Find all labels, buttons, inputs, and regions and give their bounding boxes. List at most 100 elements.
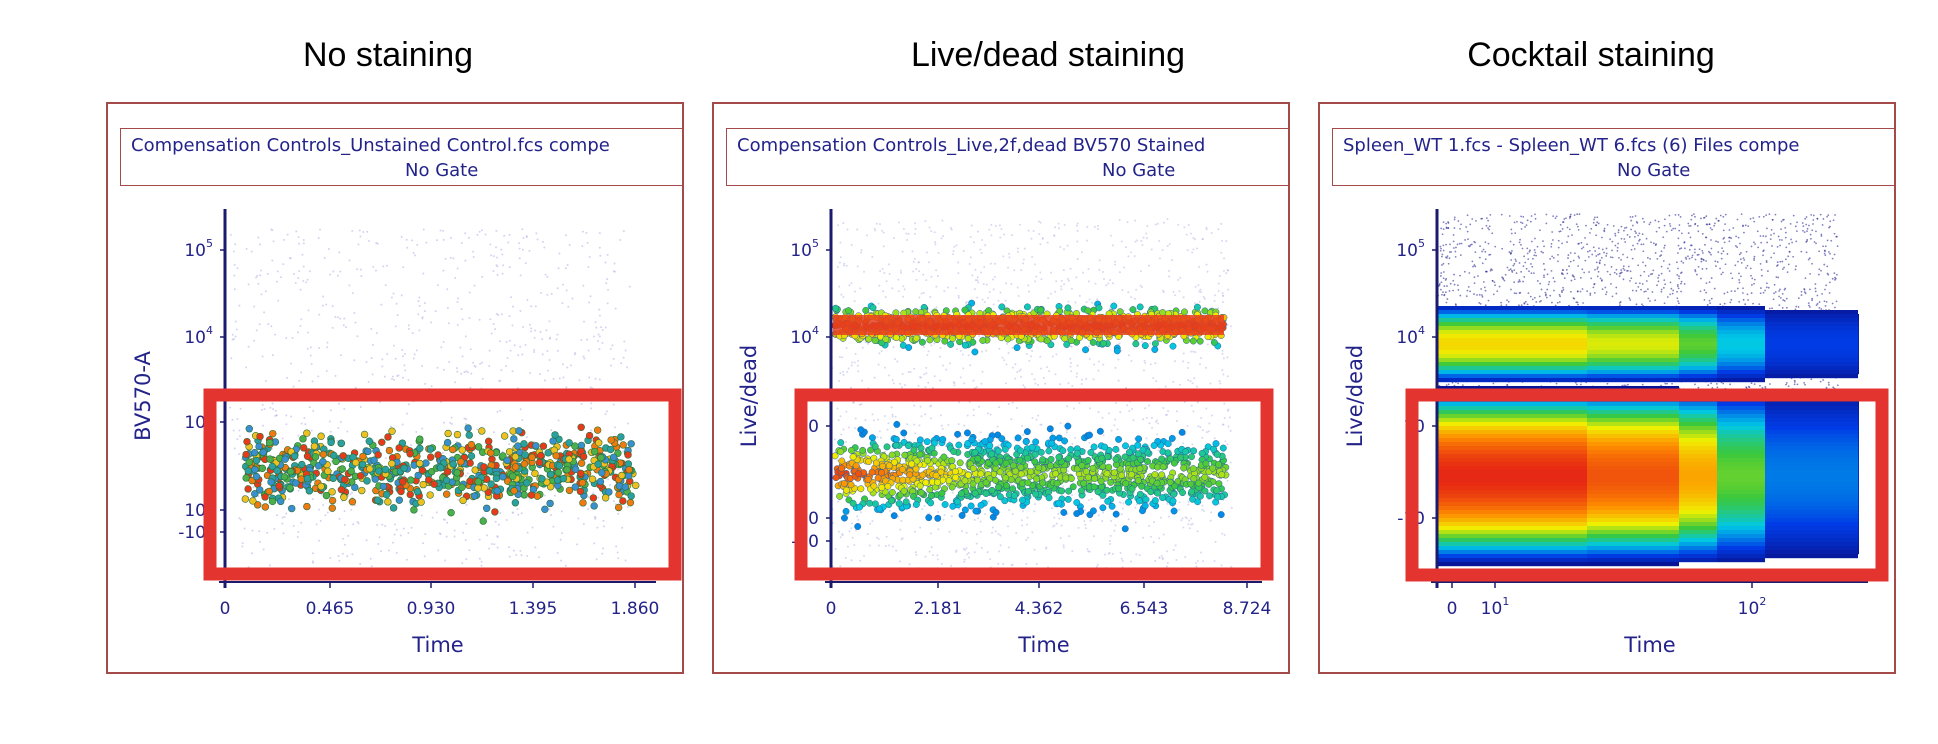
event-point bbox=[918, 296, 921, 299]
event-point bbox=[310, 429, 313, 432]
event-point bbox=[356, 521, 359, 524]
event-point bbox=[952, 253, 955, 256]
event-point bbox=[561, 302, 564, 305]
event-point bbox=[351, 553, 354, 556]
event-point bbox=[241, 495, 250, 503]
event-point bbox=[860, 249, 863, 252]
event-point bbox=[1014, 434, 1022, 442]
event-point bbox=[1229, 325, 1232, 328]
event-point bbox=[1069, 357, 1072, 360]
event-point bbox=[565, 439, 573, 447]
event-point bbox=[440, 346, 443, 349]
event-point bbox=[334, 374, 337, 377]
event-point bbox=[935, 306, 938, 309]
event-point bbox=[940, 453, 948, 461]
event-point bbox=[978, 439, 981, 442]
event-point bbox=[880, 350, 883, 353]
event-point bbox=[531, 469, 539, 478]
event-point bbox=[416, 435, 424, 443]
event-point bbox=[912, 270, 915, 273]
event-point bbox=[1054, 290, 1057, 293]
event-point bbox=[929, 405, 932, 408]
event-point bbox=[1101, 271, 1104, 274]
event-point bbox=[461, 318, 464, 321]
event-point bbox=[588, 301, 591, 304]
event-point bbox=[490, 542, 493, 545]
event-point bbox=[1208, 422, 1211, 425]
event-point bbox=[1030, 237, 1033, 240]
event-point bbox=[375, 467, 383, 475]
event-point bbox=[362, 230, 365, 233]
event-point bbox=[1046, 366, 1049, 369]
event-point bbox=[1168, 275, 1171, 278]
event-point bbox=[1007, 403, 1010, 406]
event-point bbox=[348, 498, 357, 506]
event-point bbox=[1164, 385, 1167, 388]
event-point bbox=[499, 511, 502, 514]
event-point bbox=[412, 252, 415, 255]
event-point bbox=[1186, 249, 1189, 252]
event-point bbox=[460, 372, 463, 375]
event-point bbox=[1025, 523, 1028, 526]
event-point bbox=[453, 469, 461, 477]
event-point bbox=[436, 366, 439, 369]
event-point bbox=[891, 287, 894, 290]
event-point bbox=[1062, 474, 1070, 482]
event-point bbox=[999, 291, 1002, 294]
event-point bbox=[556, 551, 559, 554]
event-point bbox=[1086, 431, 1093, 439]
event-point bbox=[342, 324, 345, 327]
event-point bbox=[945, 368, 948, 371]
event-point bbox=[1230, 565, 1233, 568]
event-point bbox=[1177, 223, 1180, 226]
event-point bbox=[834, 547, 837, 550]
event-point bbox=[613, 426, 616, 429]
event-point bbox=[401, 348, 404, 351]
event-point bbox=[354, 321, 357, 324]
event-point bbox=[1161, 249, 1164, 252]
event-point bbox=[1187, 224, 1190, 227]
event-point bbox=[530, 327, 533, 330]
event-point bbox=[1183, 226, 1186, 229]
event-point bbox=[238, 435, 241, 438]
event-point bbox=[258, 243, 261, 246]
event-point bbox=[401, 376, 404, 379]
event-point bbox=[1138, 482, 1146, 490]
event-point bbox=[1076, 372, 1079, 375]
event-point bbox=[1089, 464, 1097, 472]
event-point bbox=[1054, 226, 1057, 229]
event-point bbox=[402, 527, 405, 530]
event-point bbox=[503, 456, 511, 465]
event-point bbox=[365, 361, 368, 364]
event-point bbox=[306, 347, 309, 350]
event-point bbox=[257, 282, 260, 285]
event-point bbox=[359, 235, 362, 238]
event-point bbox=[1072, 407, 1075, 410]
event-point bbox=[1148, 524, 1151, 527]
event-point bbox=[521, 451, 529, 459]
event-point bbox=[255, 276, 258, 279]
event-point bbox=[253, 305, 256, 308]
event-point bbox=[590, 429, 593, 432]
event-point bbox=[238, 304, 241, 307]
event-point bbox=[1034, 382, 1037, 385]
event-point bbox=[994, 447, 1002, 455]
event-point bbox=[1181, 517, 1184, 520]
event-point bbox=[1165, 413, 1168, 416]
event-point bbox=[1063, 341, 1071, 348]
event-point bbox=[607, 478, 610, 481]
event-point bbox=[528, 249, 531, 252]
event-point bbox=[1009, 485, 1017, 493]
event-point bbox=[1132, 419, 1135, 422]
event-point bbox=[265, 487, 273, 496]
event-point bbox=[379, 401, 382, 404]
event-point bbox=[601, 341, 604, 344]
event-point bbox=[1191, 251, 1194, 254]
event-point bbox=[1198, 300, 1201, 303]
event-point bbox=[843, 264, 846, 267]
event-point bbox=[929, 532, 932, 535]
event-point bbox=[612, 403, 615, 406]
event-point bbox=[426, 491, 434, 499]
event-point bbox=[1157, 422, 1160, 425]
event-point bbox=[832, 304, 840, 312]
